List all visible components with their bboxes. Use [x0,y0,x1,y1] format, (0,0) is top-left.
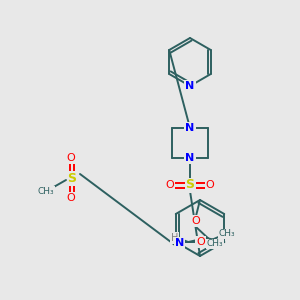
Text: N: N [185,153,195,163]
Text: O: O [192,216,200,226]
Text: O: O [67,153,75,163]
Text: N: N [185,81,195,91]
Text: O: O [166,180,174,190]
Text: H: H [171,233,178,243]
Text: CH₃: CH₃ [38,187,54,196]
Text: CH₃: CH₃ [207,239,223,248]
Text: S: S [185,178,194,191]
Text: N: N [185,123,195,133]
Text: CH₃: CH₃ [218,230,235,238]
Text: O: O [196,237,205,247]
Text: N: N [175,238,184,248]
Text: O: O [67,193,75,203]
Text: S: S [68,172,76,184]
Text: O: O [206,180,214,190]
